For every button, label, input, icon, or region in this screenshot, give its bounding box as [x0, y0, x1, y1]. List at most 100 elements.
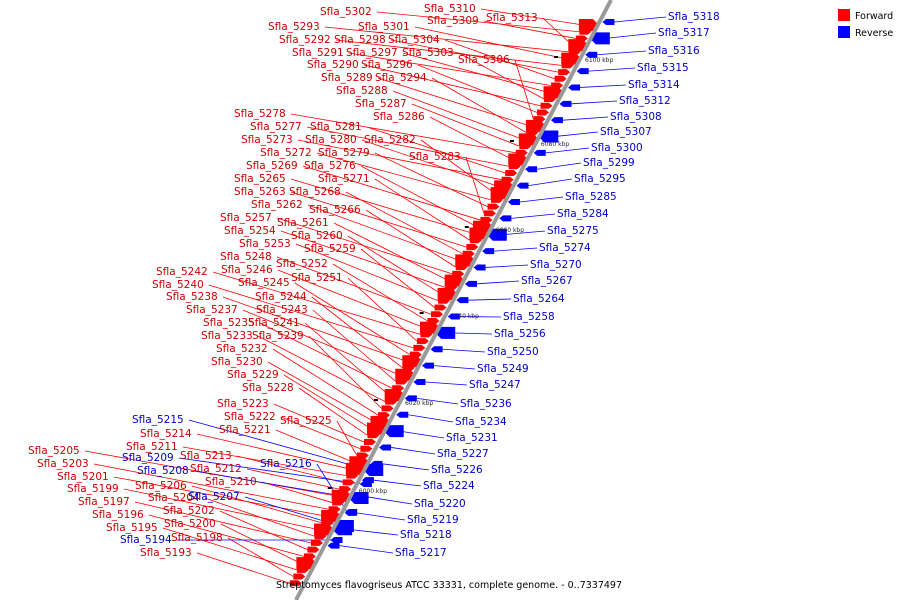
gene-label-forward: Sfla_5253 — [239, 238, 291, 250]
forward-gene — [345, 462, 366, 475]
gene-label-forward: Sfla_5313 — [486, 12, 538, 24]
leader-line — [458, 52, 545, 100]
gene-label-forward: Sfla_5282 — [364, 134, 416, 146]
forward-gene — [289, 580, 302, 587]
gene-label-forward: Sfla_5289 — [321, 72, 373, 84]
leader-line — [182, 446, 347, 477]
gene-label-forward: Sfla_5221 — [219, 424, 271, 436]
tick-label: 6000 kbp — [359, 488, 387, 495]
leader-line — [465, 156, 485, 214]
forward-gene — [469, 237, 482, 244]
leader-line — [307, 204, 460, 261]
gene-label-forward: Sfla_5279 — [318, 147, 370, 159]
reverse-gene — [602, 19, 615, 25]
forward-gene — [395, 368, 416, 381]
leader-line — [373, 479, 422, 487]
forward-gene — [525, 119, 546, 132]
forward-gene — [420, 331, 433, 338]
leader-line — [376, 11, 580, 33]
leader-line — [365, 496, 413, 505]
forward-gene — [419, 321, 440, 334]
leader-line — [294, 282, 411, 355]
forward-gene — [310, 539, 323, 546]
forward-gene — [469, 227, 490, 240]
reverse-gene — [486, 228, 507, 241]
leader-line — [511, 213, 556, 219]
gene-label-forward: Sfla_5232 — [216, 343, 268, 355]
leader-lines — [84, 8, 667, 584]
reverse-gene — [396, 411, 409, 418]
gene-label-reverse: Sfla_5236 — [460, 398, 512, 410]
reverse-gene — [348, 492, 369, 504]
forward-gene — [367, 422, 387, 435]
leader-line — [259, 322, 393, 389]
leader-line — [297, 139, 502, 181]
leader-line — [408, 414, 454, 423]
leader-line — [246, 468, 340, 490]
gene-label-reverse: Sfla_5267 — [521, 275, 573, 287]
leader-line — [227, 537, 294, 577]
leader-line — [480, 8, 583, 26]
gene-label-reverse: Sfla_5234 — [455, 416, 507, 428]
gene-label-forward: Sfla_5277 — [250, 121, 302, 133]
legend: Forward Reverse — [838, 9, 893, 39]
forward-gene — [519, 143, 532, 150]
leader-line — [113, 476, 326, 517]
gene-label-reverse: Sfla_5218 — [400, 529, 452, 541]
gene-label-forward: Sfla_5292 — [279, 34, 331, 46]
forward-gene — [321, 510, 342, 523]
leader-line — [290, 113, 516, 154]
gene-label-forward: Sfla_5291 — [292, 47, 344, 59]
leader-line — [614, 16, 667, 23]
gene-label-forward: Sfla_5309 — [427, 15, 479, 27]
forward-gene — [438, 297, 451, 304]
leader-line — [306, 126, 509, 167]
reverse-gene — [359, 481, 372, 487]
gene-label-forward: Sfla_5204 — [148, 492, 200, 504]
leader-line — [494, 247, 538, 252]
leader-line — [399, 430, 445, 439]
forward-gene — [484, 210, 496, 217]
leader-line — [316, 152, 492, 201]
gene-label-forward: Sfla_5283 — [409, 151, 461, 163]
reverse-gene — [430, 346, 443, 353]
leader-line — [361, 139, 499, 187]
gene-label-reverse: Sfla_5300 — [591, 142, 643, 154]
gene-label-forward: Sfla_5248 — [220, 251, 272, 263]
leader-line — [276, 256, 432, 315]
leader-line — [360, 165, 478, 228]
forward-gene — [455, 264, 468, 271]
forward-gene — [579, 28, 592, 35]
gene-label-reverse: Sfla_5284 — [557, 208, 609, 220]
leader-line — [605, 32, 657, 39]
reverse-gene — [363, 464, 384, 476]
forward-gene — [505, 169, 518, 176]
leader-line — [283, 374, 372, 429]
leader-line — [196, 552, 290, 584]
leader-line — [382, 463, 430, 471]
tick-mark — [373, 399, 378, 401]
gene-label-forward: Sfla_5296 — [361, 59, 413, 71]
gene-label-reverse: Sfla_5250 — [487, 346, 539, 358]
leader-line — [588, 67, 636, 72]
leader-line — [345, 191, 463, 255]
gene-label-forward: Sfla_5251 — [291, 272, 343, 284]
leader-line — [191, 485, 322, 524]
leader-line — [392, 90, 523, 140]
gene-label-forward: Sfla_5260 — [291, 230, 343, 242]
leader-line — [451, 332, 493, 335]
forward-gene — [314, 533, 327, 540]
forward-gene — [416, 338, 429, 345]
forward-gene — [296, 557, 317, 570]
forward-gene — [431, 311, 444, 318]
reverse-gene — [464, 280, 477, 287]
gene-label-reverse: Sfla_5308 — [610, 111, 662, 123]
reverse-gene — [456, 297, 469, 304]
leader-line — [365, 209, 456, 268]
leader-line — [366, 126, 506, 174]
gene-label-reverse: Sfla_5247 — [469, 379, 521, 391]
legend-forward-label: Forward — [855, 11, 893, 22]
forward-gene — [466, 243, 479, 250]
gene-label-reverse: Sfla_5285 — [565, 191, 617, 203]
